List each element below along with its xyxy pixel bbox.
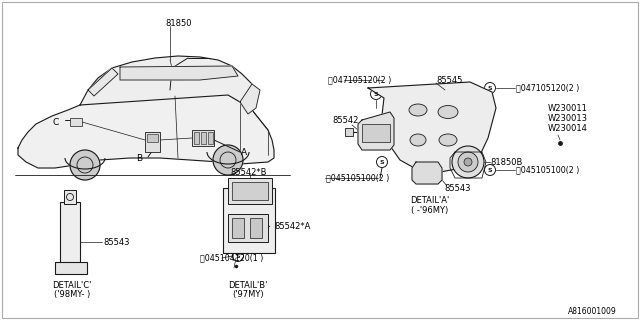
Polygon shape: [412, 162, 442, 184]
Text: ('97MY): ('97MY): [232, 290, 264, 299]
Bar: [192, 130, 214, 146]
Polygon shape: [18, 89, 274, 168]
Circle shape: [452, 146, 484, 178]
Circle shape: [70, 150, 100, 180]
Text: W230014: W230014: [548, 124, 588, 132]
Text: 85543: 85543: [103, 237, 129, 246]
Text: ( -'96MY): ( -'96MY): [412, 205, 449, 214]
Bar: [232, 182, 268, 200]
Polygon shape: [88, 68, 118, 96]
Text: 85542: 85542: [332, 116, 358, 124]
Text: 85543: 85543: [444, 183, 470, 193]
Bar: [70, 118, 82, 126]
Text: S: S: [236, 253, 240, 259]
Text: A816001009: A816001009: [568, 308, 617, 316]
Polygon shape: [368, 82, 496, 172]
Bar: [228, 178, 272, 204]
Ellipse shape: [438, 106, 458, 118]
Text: A: A: [241, 148, 247, 156]
Ellipse shape: [410, 134, 426, 146]
Bar: [250, 218, 262, 238]
Text: C: C: [52, 117, 58, 126]
Text: S: S: [488, 85, 492, 91]
Text: Ⓞ045104120(1 ): Ⓞ045104120(1 ): [200, 253, 263, 262]
Polygon shape: [80, 56, 256, 110]
Bar: [64, 190, 76, 204]
Text: W230013: W230013: [548, 114, 588, 123]
Bar: [345, 128, 353, 136]
Text: 85542*B: 85542*B: [230, 167, 266, 177]
Text: S: S: [488, 167, 492, 172]
Ellipse shape: [439, 134, 457, 146]
Circle shape: [464, 158, 472, 166]
Bar: [232, 218, 244, 238]
Bar: [228, 214, 268, 242]
Ellipse shape: [409, 104, 427, 116]
Text: S: S: [374, 92, 378, 97]
Polygon shape: [240, 84, 260, 114]
Circle shape: [458, 152, 478, 172]
Text: DETAIL'A': DETAIL'A': [410, 196, 450, 204]
Text: 85542*A: 85542*A: [274, 221, 310, 230]
Bar: [60, 202, 80, 272]
Text: Ⓞ045105100(2 ): Ⓞ045105100(2 ): [516, 165, 579, 174]
Bar: [145, 132, 160, 152]
Text: S: S: [380, 159, 384, 164]
Bar: [208, 132, 213, 144]
Bar: [223, 188, 275, 253]
Bar: [201, 132, 206, 144]
Polygon shape: [358, 112, 394, 150]
Polygon shape: [120, 66, 238, 80]
Bar: [194, 132, 199, 144]
Text: DETAIL'B': DETAIL'B': [228, 281, 268, 290]
Circle shape: [213, 145, 243, 175]
Bar: [362, 124, 390, 142]
Bar: [147, 134, 158, 142]
Text: W230011: W230011: [548, 103, 588, 113]
Text: 85545: 85545: [436, 76, 462, 84]
Bar: [55, 262, 87, 274]
Text: Ⓞ047105120(2 ): Ⓞ047105120(2 ): [328, 76, 391, 84]
Text: DETAIL'C': DETAIL'C': [52, 281, 92, 290]
Text: B: B: [136, 154, 142, 163]
Text: Ⓞ045105100(2 ): Ⓞ045105100(2 ): [326, 173, 389, 182]
Text: Ⓞ047105120(2 ): Ⓞ047105120(2 ): [516, 84, 579, 92]
Text: 81850B: 81850B: [490, 157, 522, 166]
Text: ('98MY- ): ('98MY- ): [54, 290, 90, 299]
Text: 81850: 81850: [165, 19, 191, 28]
